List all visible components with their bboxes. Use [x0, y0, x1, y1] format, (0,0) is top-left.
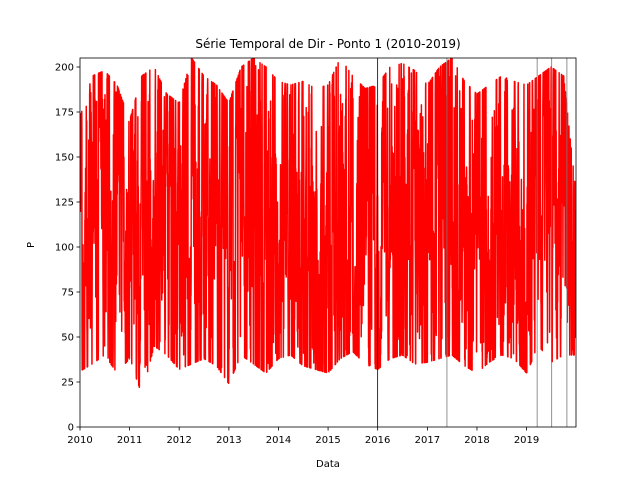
- x-axis-label: Data: [316, 459, 340, 470]
- y-tick-label: 50: [61, 333, 74, 344]
- x-tick-label: 2011: [117, 435, 142, 446]
- chart-title: Série Temporal de Dir - Ponto 1 (2010-20…: [195, 37, 460, 51]
- x-tick-label: 2016: [365, 435, 390, 446]
- x-tick-label: 2014: [266, 435, 291, 446]
- x-tick-label: 2010: [67, 435, 92, 446]
- y-tick-label: 150: [55, 153, 74, 164]
- series-line: [80, 58, 576, 389]
- x-tick-label: 2013: [216, 435, 241, 446]
- x-tick-label: 2017: [415, 435, 440, 446]
- axes: 2010 2011 2012 2013 2014 2015 2016 2017 2018 2019…: [55, 57, 577, 446]
- y-tick-label: 175: [55, 108, 74, 119]
- y-tick-label: 0: [68, 423, 74, 434]
- y-tick-label: 200: [55, 63, 74, 74]
- plot-area: [80, 58, 576, 389]
- y-axis-label: P: [26, 242, 37, 248]
- x-tick-label: 2019: [514, 435, 539, 446]
- y-tick-label: 100: [55, 243, 74, 254]
- y-tick-label: 75: [61, 288, 74, 299]
- x-tick-label: 2015: [315, 435, 340, 446]
- y-tick-label: 125: [55, 198, 74, 209]
- y-tick-label: 25: [61, 378, 74, 389]
- x-tick-label: 2018: [464, 435, 489, 446]
- x-tick-label: 2012: [166, 435, 191, 446]
- vertical-markers: [377, 58, 568, 427]
